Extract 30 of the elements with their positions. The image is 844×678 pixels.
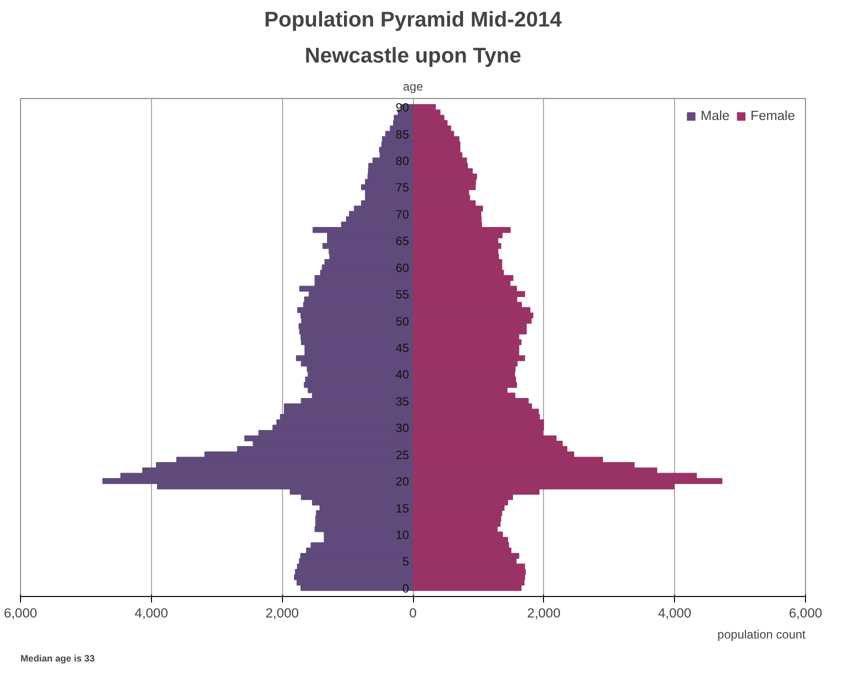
x-tick-label: 4,000: [658, 606, 692, 620]
y-tick-label: 50: [396, 314, 410, 328]
x-axis-title: population count: [717, 628, 806, 642]
y-tick-label: 40: [396, 368, 410, 382]
y-tick-label: 45: [396, 341, 410, 355]
y-tick-label: 10: [396, 528, 410, 542]
x-tick-label: 6,000: [4, 606, 38, 620]
y-tick-label: 5: [402, 554, 410, 569]
legend-label: Male: [700, 108, 730, 123]
y-tick-label: 55: [396, 288, 410, 302]
text: Median age is 33: [20, 654, 95, 664]
y-tick-label: 30: [396, 421, 410, 436]
y-tick-label: 65: [396, 234, 410, 248]
y-tick-label: 60: [396, 260, 410, 275]
x-tick-label: 2,000: [265, 606, 299, 620]
y-tick-label: 25: [396, 448, 410, 462]
y-tick-label: 85: [396, 127, 410, 142]
y-tick-label: 80: [396, 154, 410, 168]
legend-label: Female: [750, 108, 795, 123]
y-tick-label: 70: [396, 207, 410, 222]
y-tick-label: 75: [396, 180, 410, 195]
x-tick-label: 6,000: [788, 606, 822, 620]
chart-title: Population Pyramid Mid-2014: [264, 8, 562, 32]
y-tick-label: 35: [396, 394, 410, 408]
y-tick-label: 20: [396, 474, 410, 489]
chart-subtitle: Newcastle upon Tyne: [304, 44, 522, 68]
x-tick-label: 2,000: [527, 606, 561, 620]
y-tick-label: 15: [396, 501, 410, 516]
x-tick-label: 4,000: [134, 606, 168, 620]
y-axis-title: age: [402, 80, 424, 94]
